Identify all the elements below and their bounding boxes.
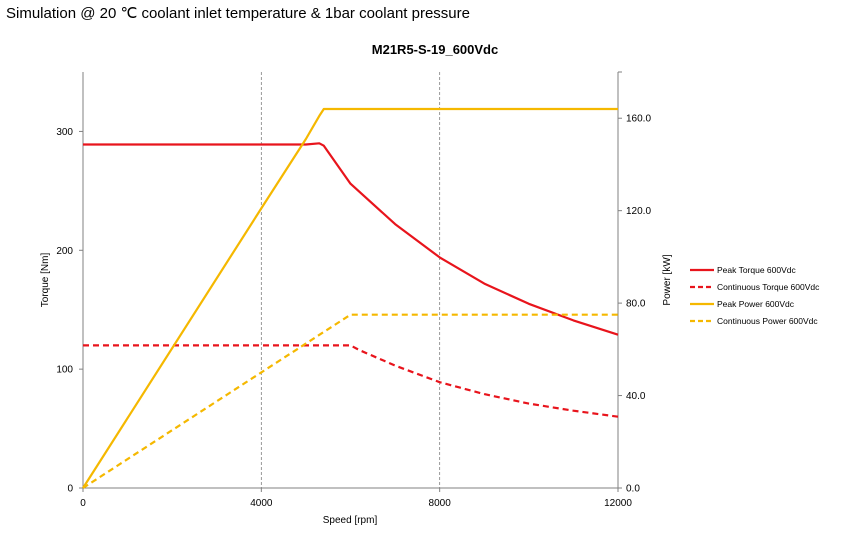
- y2-tick-label-4: 160.0: [626, 114, 651, 125]
- y-tick-label-0: 0: [67, 484, 73, 495]
- chart-title: M21R5-S-19_600Vdc: [372, 42, 498, 57]
- series-lines: [82, 107, 619, 489]
- legend-label-continuous-power-600vdc: Continuous Power 600Vdc: [717, 316, 818, 326]
- y2-tick-label-0: 0.0: [626, 484, 640, 495]
- legend-label-continuous-torque-600vdc: Continuous Torque 600Vdc: [717, 282, 820, 292]
- series-line-peak-power-600vdc: [82, 107, 618, 489]
- series-line-continuous-torque-600vdc: [83, 344, 619, 418]
- page-caption: Simulation @ 20 ℃ coolant inlet temperat…: [6, 5, 470, 22]
- x-tick-label-0: 0: [80, 498, 86, 509]
- x-tick-label-3: 12000: [604, 498, 632, 509]
- x-tick-label-2: 8000: [429, 498, 452, 509]
- tick-labels: 0 4000 8000 12000 0 100 200 300 0.0 40.0 80.0 120.0…: [56, 114, 651, 509]
- legend: Peak Torque 600Vdc Continuous Torque 600V…: [690, 265, 820, 326]
- y2-tick-label-3: 120.0: [626, 206, 651, 217]
- series-line-continuous-power-600vdc: [82, 313, 618, 489]
- legend-label-peak-torque-600vdc: Peak Torque 600Vdc: [717, 265, 797, 275]
- legend-label-peak-power-600vdc: Peak Power 600Vdc: [717, 299, 795, 309]
- y2-tick-label-2: 80.0: [626, 299, 646, 310]
- grid-lines: [260, 72, 441, 488]
- axes: [79, 71, 622, 492]
- x-axis-label: Speed [rpm]: [323, 515, 378, 526]
- y-tick-label-1: 100: [56, 365, 73, 376]
- y2-tick-label-1: 40.0: [626, 391, 646, 402]
- x-tick-label-1: 4000: [250, 498, 273, 509]
- series-line-peak-torque-600vdc: [83, 142, 619, 336]
- y2-axis-label: Power [kW]: [662, 254, 673, 305]
- y-axis-label: Torque [Nm]: [40, 253, 51, 308]
- y-tick-label-2: 200: [56, 246, 73, 257]
- y-tick-label-3: 300: [56, 127, 73, 138]
